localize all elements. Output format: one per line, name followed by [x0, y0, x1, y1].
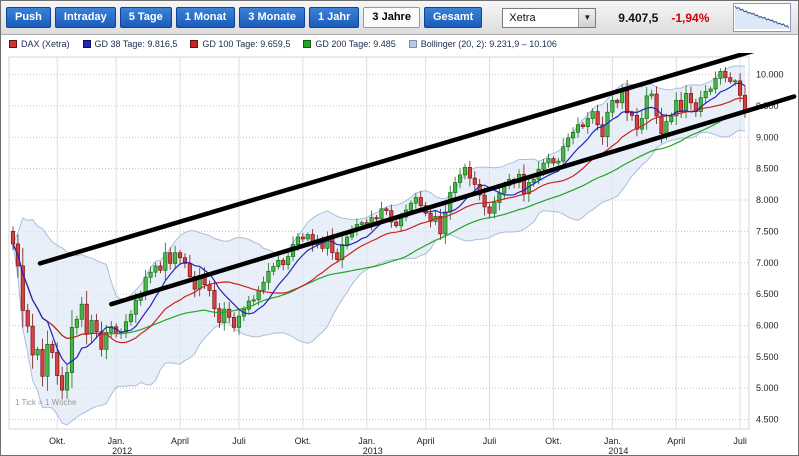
svg-text:Okt.: Okt.: [49, 436, 66, 446]
svg-text:April: April: [417, 436, 435, 446]
toolbar: Push Intraday 5 Tage 1 Monat 3 Monate 1 Jahr 3…: [1, 1, 798, 35]
svg-text:Jan.: Jan.: [358, 436, 375, 446]
timeframe-buttons: Push Intraday 5 Tage 1 Monat 3 Monate 1 Jahr 3…: [6, 7, 483, 28]
svg-text:5.000: 5.000: [756, 383, 779, 393]
legend-item-4: Bollinger (20, 2): 9.231,9 – 10.106: [408, 39, 557, 49]
svg-text:Juli: Juli: [483, 436, 497, 446]
svg-text:7.000: 7.000: [756, 258, 779, 268]
timeframe-button-3-jahre[interactable]: 3 Jahre: [363, 7, 420, 28]
mini-sparkline-chart: [733, 3, 791, 32]
timeframe-button-1-monat[interactable]: 1 Monat: [175, 7, 236, 28]
legend-label: GD 38 Tage: 9.816,5: [94, 39, 178, 49]
legend-item-3: GD 200 Tage: 9.485: [303, 39, 396, 49]
timeframe-button-5-tage[interactable]: 5 Tage: [119, 7, 172, 28]
timeframe-button-3-monate[interactable]: 3 Monate: [239, 7, 305, 28]
chart-area[interactable]: Okt. Jan. 2012 April Juli Okt. Jan. 2013 April Ju…: [1, 53, 799, 456]
svg-text:4.500: 4.500: [756, 415, 779, 425]
svg-text:6.000: 6.000: [756, 320, 779, 330]
legend-label: DAX (Xetra): [21, 39, 70, 49]
svg-text:8.500: 8.500: [756, 164, 779, 174]
timeframe-button-intraday[interactable]: Intraday: [54, 7, 116, 28]
legend-label: Bollinger (20, 2): 9.231,9 – 10.106: [420, 39, 557, 49]
svg-text:9.000: 9.000: [756, 132, 779, 142]
exchange-select[interactable]: Xetra ▼: [502, 7, 597, 28]
svg-text:Juli: Juli: [733, 436, 747, 446]
svg-text:Jan.: Jan.: [604, 436, 621, 446]
svg-text:8.000: 8.000: [756, 195, 779, 205]
svg-text:1 Tick = 1 Woche: 1 Tick = 1 Woche: [15, 398, 77, 407]
svg-text:April: April: [667, 436, 685, 446]
timeframe-button-push[interactable]: Push: [6, 7, 51, 28]
legend-label: GD 100 Tage: 9.659,5: [202, 39, 291, 49]
legend-swatch: [9, 40, 17, 48]
svg-text:Okt.: Okt.: [545, 436, 562, 446]
last-price: 9.407,5: [618, 10, 659, 25]
timeframe-button-gesamt[interactable]: Gesamt: [423, 7, 483, 28]
legend-item-0: DAX (Xetra): [9, 39, 70, 49]
legend-item-1: GD 38 Tage: 9.816,5: [82, 39, 178, 49]
legend-swatch: [82, 40, 91, 48]
exchange-select-value: Xetra: [509, 11, 536, 24]
svg-text:Jan.: Jan.: [108, 436, 125, 446]
price-change-percent: -1,94%: [671, 10, 710, 25]
svg-text:Juli: Juli: [232, 436, 246, 446]
timeframe-button-1-jahr[interactable]: 1 Jahr: [308, 7, 360, 28]
svg-text:2014: 2014: [608, 446, 628, 456]
svg-text:April: April: [171, 436, 189, 446]
svg-text:6.500: 6.500: [756, 289, 779, 299]
svg-text:10.000: 10.000: [756, 70, 784, 80]
legend-swatch: [408, 40, 417, 48]
legend-swatch: [303, 40, 312, 48]
legend-swatch: [190, 40, 199, 48]
legend-item-2: GD 100 Tage: 9.659,5: [190, 39, 290, 49]
svg-text:2013: 2013: [363, 446, 383, 456]
chevron-down-icon[interactable]: ▼: [578, 8, 596, 27]
svg-text:Okt.: Okt.: [295, 436, 312, 446]
svg-text:5.500: 5.500: [756, 352, 779, 362]
chart-legend: DAX (Xetra) GD 38 Tage: 9.816,5 GD 100 Tag…: [1, 35, 798, 53]
legend-label: GD 200 Tage: 9.485: [315, 39, 396, 49]
svg-text:2012: 2012: [112, 446, 132, 456]
svg-text:7.500: 7.500: [756, 226, 779, 236]
